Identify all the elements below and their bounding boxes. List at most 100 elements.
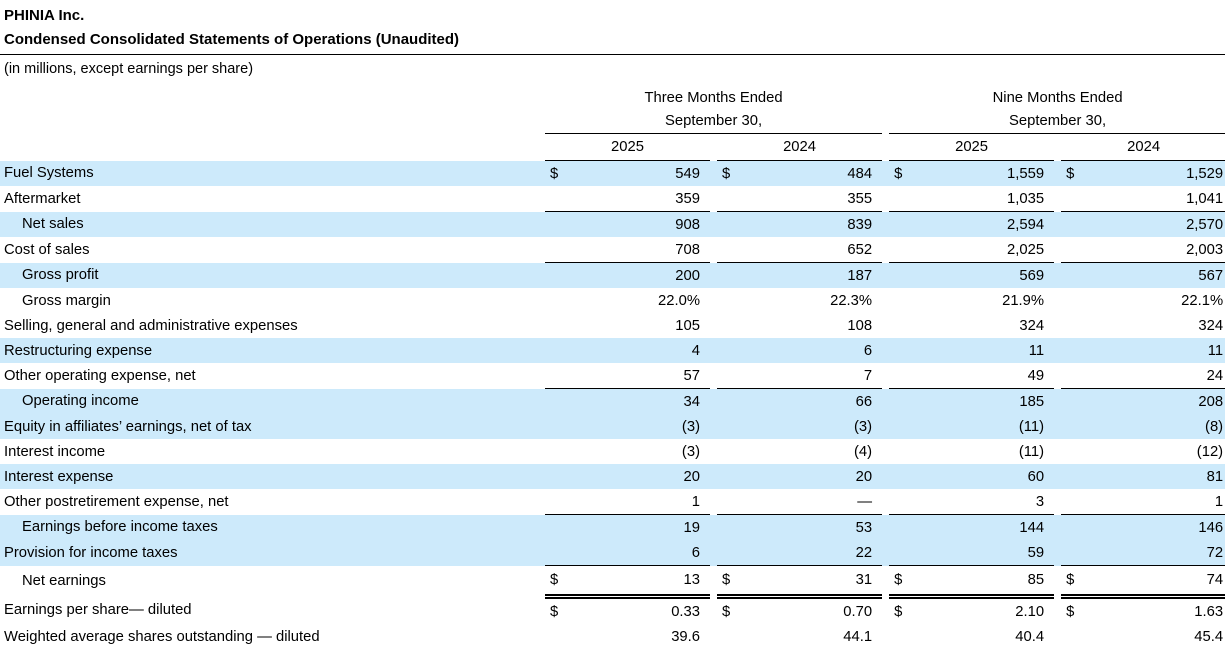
row-label: Provision for income taxes — [0, 540, 545, 566]
value-cell: 60 — [915, 464, 1054, 489]
value-cell: 2,570 — [1087, 212, 1225, 238]
row-label: Net earnings — [0, 566, 545, 597]
value-cell: 1.63 — [1087, 597, 1225, 625]
row-label: Cost of sales — [0, 237, 545, 263]
dollar-sign-cell: $ — [545, 161, 571, 187]
value-cell: 53 — [743, 515, 882, 541]
column-gap — [710, 161, 717, 187]
year-header: 2024 — [717, 134, 882, 161]
column-gap — [882, 212, 889, 238]
dollar-sign-cell — [717, 540, 743, 566]
row-label: Weighted average shares outstanding — di… — [0, 624, 545, 649]
column-gap — [710, 540, 717, 566]
value-cell: (4) — [743, 439, 882, 464]
dollar-sign-cell — [717, 212, 743, 238]
column-gap — [882, 109, 889, 134]
value-cell: 13 — [571, 566, 710, 597]
dollar-sign-cell — [545, 313, 571, 338]
column-gap — [882, 288, 889, 313]
column-gap — [710, 237, 717, 263]
dollar-sign-cell — [717, 313, 743, 338]
dollar-sign-cell — [545, 237, 571, 263]
column-gap — [1054, 212, 1061, 238]
value-cell: 2.10 — [915, 597, 1054, 625]
column-gap — [882, 439, 889, 464]
dollar-sign-cell — [1061, 338, 1087, 363]
column-gap — [710, 338, 717, 363]
value-cell: 187 — [743, 263, 882, 289]
dollar-sign-cell — [1061, 439, 1087, 464]
dollar-sign-cell — [1061, 489, 1087, 515]
value-cell: 45.4 — [1087, 624, 1225, 649]
value-cell: (8) — [1087, 414, 1225, 439]
value-cell: 20 — [571, 464, 710, 489]
value-cell: (3) — [571, 414, 710, 439]
row-label: Net sales — [0, 212, 545, 238]
dollar-sign-cell: $ — [889, 161, 915, 187]
value-cell: 2,003 — [1087, 237, 1225, 263]
value-cell: 22 — [743, 540, 882, 566]
dollar-sign-cell: $ — [889, 597, 915, 625]
column-gap — [882, 540, 889, 566]
dollar-sign-cell: $ — [1061, 161, 1087, 187]
period-group-title: Nine Months Ended — [889, 86, 1225, 109]
value-cell: 11 — [915, 338, 1054, 363]
column-gap — [710, 515, 717, 541]
dollar-sign-cell — [717, 414, 743, 439]
column-gap — [1054, 237, 1061, 263]
column-gap — [882, 566, 889, 597]
column-gap — [710, 389, 717, 415]
column-gap — [1054, 597, 1061, 625]
value-cell: 359 — [571, 186, 710, 212]
column-gap — [1054, 566, 1061, 597]
dollar-sign-cell — [1061, 237, 1087, 263]
column-gap — [882, 414, 889, 439]
column-gap — [1054, 414, 1061, 439]
dollar-sign-cell — [889, 389, 915, 415]
column-gap — [882, 515, 889, 541]
dollar-sign-cell — [545, 338, 571, 363]
dollar-sign-cell: $ — [545, 566, 571, 597]
column-gap — [710, 414, 717, 439]
value-cell: 1 — [1087, 489, 1225, 515]
value-cell: 22.3% — [743, 288, 882, 313]
period-group-subtitle: September 30, — [889, 109, 1225, 134]
column-gap — [882, 86, 889, 109]
dollar-sign-cell — [545, 288, 571, 313]
row-label: Other operating expense, net — [0, 363, 545, 389]
dollar-sign-cell: $ — [717, 566, 743, 597]
dollar-sign-cell — [717, 439, 743, 464]
column-gap — [882, 313, 889, 338]
column-gap — [882, 338, 889, 363]
value-cell: 7 — [743, 363, 882, 389]
value-cell: 4 — [571, 338, 710, 363]
value-cell: (11) — [915, 414, 1054, 439]
table-row: Fuel Systems$549$484$1,559$1,529 — [0, 161, 1225, 187]
year-header: 2025 — [545, 134, 710, 161]
value-cell: 74 — [1087, 566, 1225, 597]
column-gap — [1054, 389, 1061, 415]
dollar-sign-cell — [1061, 464, 1087, 489]
dollar-sign-cell — [889, 515, 915, 541]
column-gap — [710, 624, 717, 649]
column-gap — [710, 288, 717, 313]
column-gap — [1054, 288, 1061, 313]
dollar-sign-cell — [889, 288, 915, 313]
column-gap — [1054, 540, 1061, 566]
row-label: Earnings per share— diluted — [0, 597, 545, 625]
row-label: Interest income — [0, 439, 545, 464]
row-label: Restructuring expense — [0, 338, 545, 363]
row-label: Operating income — [0, 389, 545, 415]
table-row: Equity in affiliates’ earnings, net of t… — [0, 414, 1225, 439]
row-label: Aftermarket — [0, 186, 545, 212]
column-gap — [1054, 464, 1061, 489]
year-header: 2024 — [1061, 134, 1225, 161]
value-cell: 200 — [571, 263, 710, 289]
value-cell: 652 — [743, 237, 882, 263]
dollar-sign-cell — [717, 186, 743, 212]
row-label: Gross profit — [0, 263, 545, 289]
